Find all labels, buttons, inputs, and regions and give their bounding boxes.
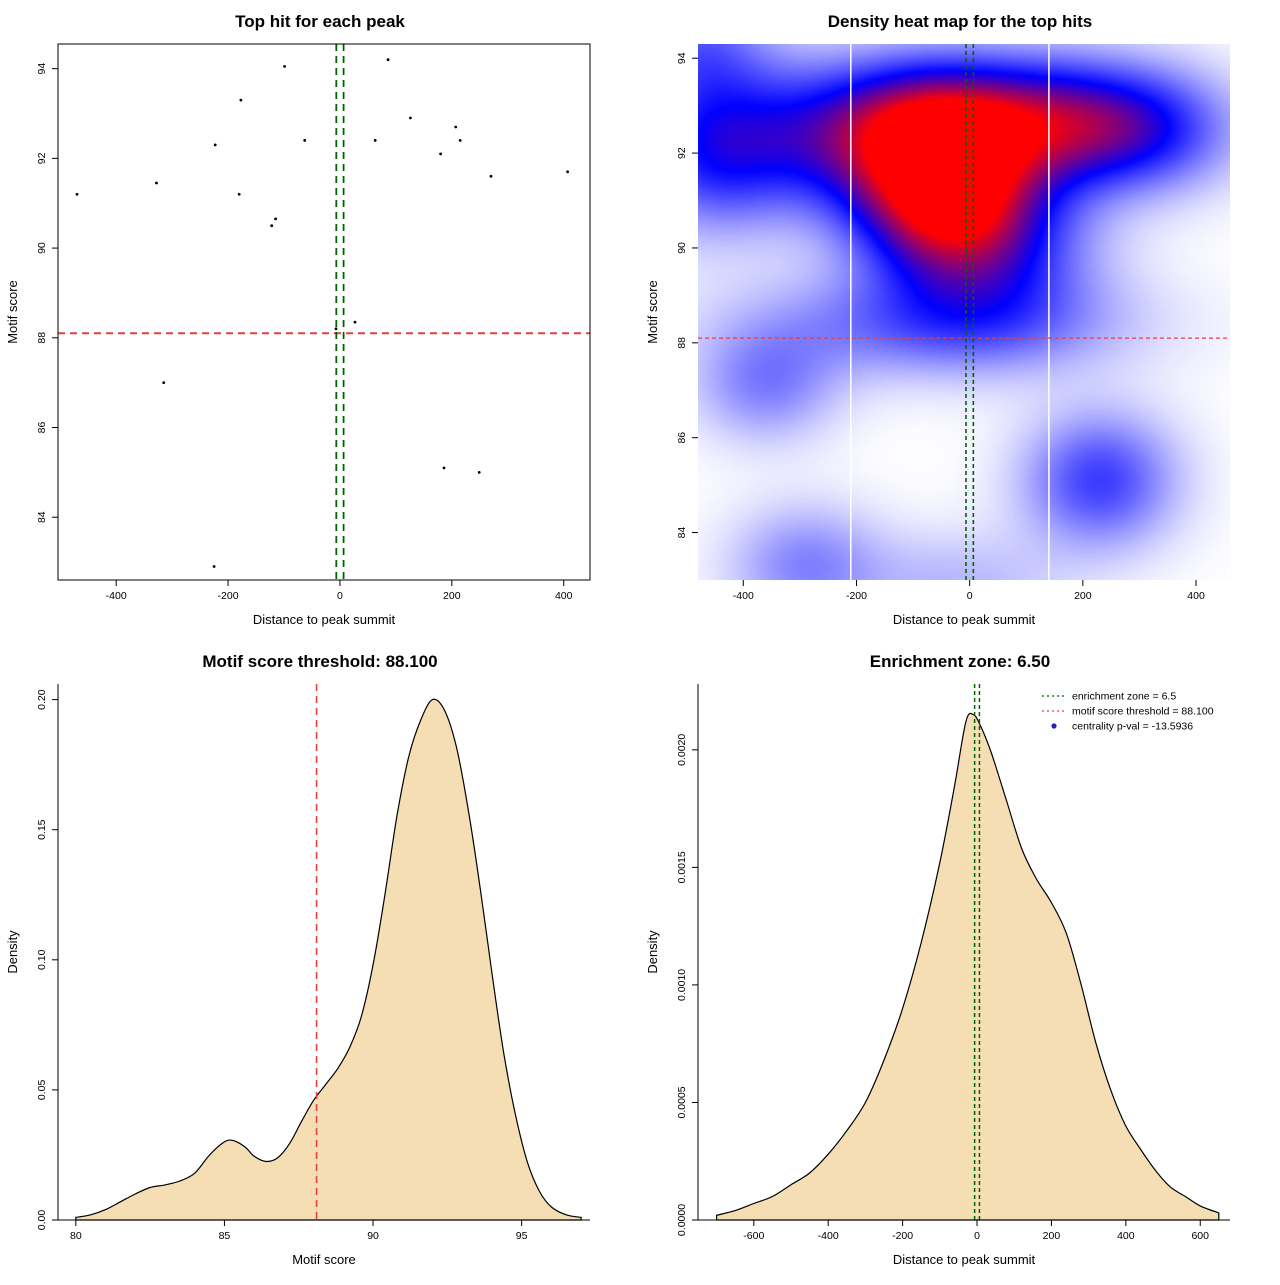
x-tick-label: 95 [516, 1230, 528, 1242]
x-tick-label: -200 [218, 590, 239, 602]
y-tick-label: 0.00 [36, 1210, 48, 1231]
distance-density-plot: -600 -400 -200 0 200 400 600 0.0000 0.0005 0.0010… [640, 640, 1280, 1280]
x-tick-label: -400 [733, 590, 754, 602]
y-tick-label: 94 [36, 63, 48, 75]
motif-score-density-plot: 80 85 90 95 0.00 0.05 0.10 0.15 0.20 Motif score D… [0, 640, 640, 1280]
y-tick-label: 94 [676, 52, 688, 64]
y-tick-label: 90 [676, 242, 688, 254]
y-tick-label: 86 [36, 422, 48, 434]
x-tick-label: 400 [1187, 590, 1205, 602]
heatmap-image [698, 44, 1230, 580]
x-axis-label: Distance to peak summit [893, 1252, 1036, 1267]
plot-box [57, 43, 591, 581]
motif-score-density-title: Motif score threshold: 88.100 [202, 652, 438, 671]
x-tick-label: 400 [1117, 1230, 1135, 1242]
y-tick-label: 0.0010 [676, 969, 688, 1001]
panel-top-hit-scatter: Top hit for each peak -400 -200 0 200 400 84 8… [0, 0, 640, 640]
x-axis-label: Motif score [292, 1252, 356, 1267]
y-tick-label: 0.05 [36, 1080, 48, 1101]
legend-label: enrichment zone = 6.5 [1072, 691, 1176, 703]
y-tick-label: 0.0020 [676, 734, 688, 766]
y-tick-label: 88 [36, 332, 48, 344]
density-heatmap-svg: -400 -200 0 200 400 84 86 88 90 92 94 Distance to p… [645, 44, 1230, 627]
y-tick-label: 92 [36, 152, 48, 164]
x-tick-label: 0 [974, 1230, 980, 1242]
y-tick-label: 86 [676, 432, 688, 444]
y-tick-label: 84 [676, 527, 688, 539]
y-tick-label: 88 [676, 337, 688, 349]
axes: -400 -200 0 200 400 84 86 88 90 92 94 Distance to p… [5, 43, 591, 627]
heatmap-plot: -400 -200 0 200 400 84 86 88 90 92 94 Distance to p… [640, 0, 1280, 640]
y-tick-label: 0.0000 [676, 1204, 688, 1236]
x-tick-label: 200 [1043, 1230, 1061, 1242]
scatter-title: Top hit for each peak [235, 12, 405, 31]
x-tick-label: -200 [846, 590, 867, 602]
scatter-points [75, 58, 569, 568]
y-axis-label: Motif score [645, 280, 660, 344]
legend-point-sample [1051, 723, 1057, 729]
panel-distance-density: Enrichment zone: 6.50 -600 -400 -200 0 200 40… [640, 640, 1280, 1280]
panel-density-heatmap: Density heat map for the top hits -400 -2… [640, 0, 1280, 640]
y-axis-label: Density [5, 930, 20, 974]
y-tick-label: 0.20 [36, 689, 48, 710]
y-tick-label: 90 [36, 242, 48, 254]
x-tick-label: -200 [892, 1230, 913, 1242]
x-axis-label: Distance to peak summit [893, 612, 1036, 627]
y-axis-label: Motif score [5, 280, 20, 344]
axes: 80 85 90 95 0.00 0.05 0.10 0.15 0.20 Motif score D… [5, 684, 590, 1267]
y-tick-label: 0.0005 [676, 1086, 688, 1118]
x-tick-label: -400 [106, 590, 127, 602]
x-tick-label: 90 [367, 1230, 379, 1242]
density-curve [75, 698, 582, 1221]
density-curve [715, 712, 1220, 1221]
distance-density-title: Enrichment zone: 6.50 [869, 652, 1051, 671]
distance-density-svg: -600 -400 -200 0 200 400 600 0.0000 0.0005 0.0010… [645, 684, 1230, 1267]
x-tick-label: 400 [555, 590, 573, 602]
y-tick-label: 0.10 [36, 949, 48, 970]
legend-label: motif score threshold = 88.100 [1072, 706, 1214, 718]
motif-score-density-svg: 80 85 90 95 0.00 0.05 0.10 0.15 0.20 Motif score D… [5, 684, 590, 1267]
x-tick-label: 0 [337, 590, 343, 602]
legend: enrichment zone = 6.5 motif score thresho… [1042, 691, 1214, 733]
x-tick-label: 80 [70, 1230, 82, 1242]
y-tick-label: 0.15 [36, 819, 48, 840]
x-axis-label: Distance to peak summit [253, 612, 396, 627]
panel-motif-score-density: Motif score threshold: 88.100 80 85 90 95 0.… [0, 640, 640, 1280]
heatmap-title: Density heat map for the top hits [827, 12, 1093, 31]
x-tick-label: 85 [219, 1230, 231, 1242]
top-hits-scatter-svg: -400 -200 0 200 400 84 86 88 90 92 94 Distance to p… [5, 43, 591, 627]
legend-label: centrality p-val = -13.5936 [1072, 721, 1193, 733]
y-tick-label: 84 [36, 511, 48, 523]
x-tick-label: 200 [443, 590, 461, 602]
axes: -600 -400 -200 0 200 400 600 0.0000 0.0005 0.0010… [645, 684, 1230, 1267]
x-tick-label: 600 [1191, 1230, 1209, 1242]
x-tick-label: 200 [1074, 590, 1092, 602]
axes: -400 -200 0 200 400 84 86 88 90 92 94 Distance to p… [645, 52, 1205, 627]
x-tick-label: 0 [967, 590, 973, 602]
y-tick-label: 0.0015 [676, 851, 688, 883]
y-tick-label: 92 [676, 147, 688, 159]
x-tick-label: -600 [743, 1230, 764, 1242]
y-axis-label: Density [645, 930, 660, 974]
scatter-plot: -400 -200 0 200 400 84 86 88 90 92 94 Distance to p… [0, 0, 640, 640]
x-tick-label: -400 [818, 1230, 839, 1242]
